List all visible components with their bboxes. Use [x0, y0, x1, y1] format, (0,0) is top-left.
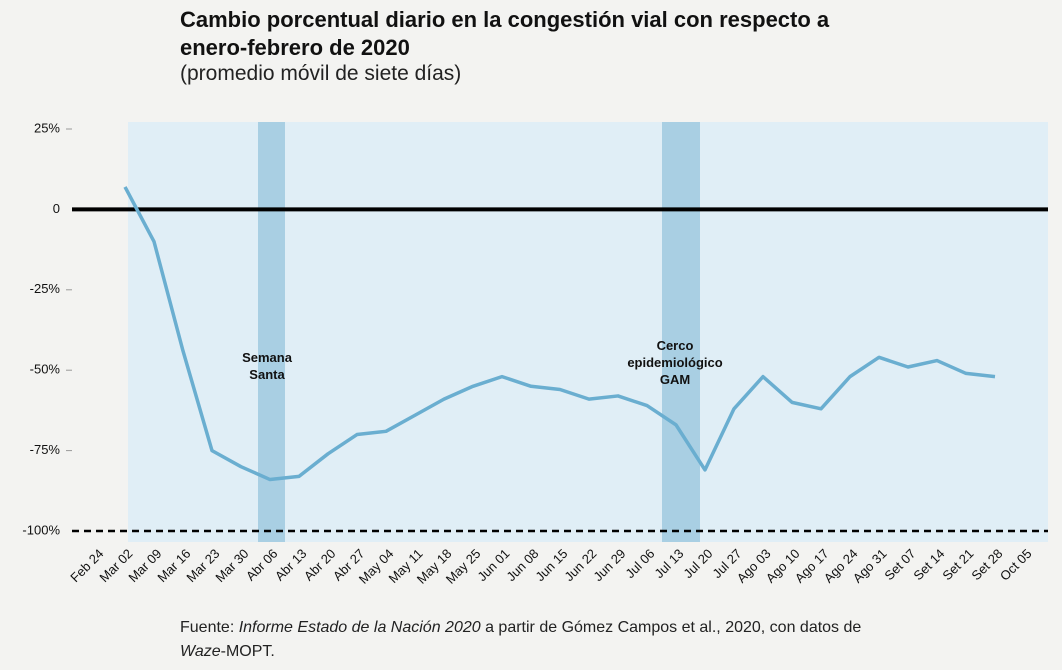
x-tick-label: Oct 05 — [997, 546, 1035, 584]
chart-subtitle: (promedio móvil de siete días) — [180, 62, 462, 85]
x-tick-label: Jun 29 — [590, 546, 628, 584]
x-tick-label: Mar 30 — [212, 546, 251, 585]
y-tick-label: 0 — [53, 201, 60, 216]
highlight-band — [662, 122, 700, 542]
source-text: Fuente: — [180, 619, 239, 636]
chart-title: Cambio porcentual diario en la congestió… — [180, 7, 830, 60]
y-tick-label: -50% — [30, 362, 61, 377]
x-tick-label: Jul 20 — [680, 546, 715, 581]
y-tick-label: -75% — [30, 442, 61, 457]
source-text: a partir de Gómez Campos et al., 2020, c… — [480, 619, 862, 636]
x-tick-label: Set 21 — [939, 546, 976, 583]
source-text: -MOPT. — [220, 643, 275, 660]
highlight-band — [258, 122, 285, 542]
x-tick-label: Jul 13 — [651, 546, 686, 581]
x-tick-label: Set 14 — [910, 546, 947, 583]
y-tick-label: -100% — [22, 522, 60, 537]
x-tick-label: Abr 06 — [243, 546, 281, 584]
x-tick-label: Set 28 — [968, 546, 1005, 583]
x-tick-label: Abr 13 — [272, 546, 310, 584]
annotation: Semana Santa — [242, 350, 293, 382]
source-text: Waze — [180, 643, 221, 660]
x-tick-label: Set 07 — [881, 546, 918, 583]
y-tick-label: 25% — [34, 120, 60, 135]
source: Fuente: Informe Estado de la Nación 2020… — [180, 616, 900, 664]
x-tick-label: Jul 06 — [622, 546, 657, 581]
annotation: Cerco epidemiológico GAM — [627, 338, 722, 387]
data-line — [123, 186, 996, 482]
source-text: Informe Estado de la Nación 2020 — [238, 619, 481, 636]
y-tick-label: -25% — [30, 281, 61, 296]
x-tick-label: Abr 20 — [301, 546, 339, 584]
